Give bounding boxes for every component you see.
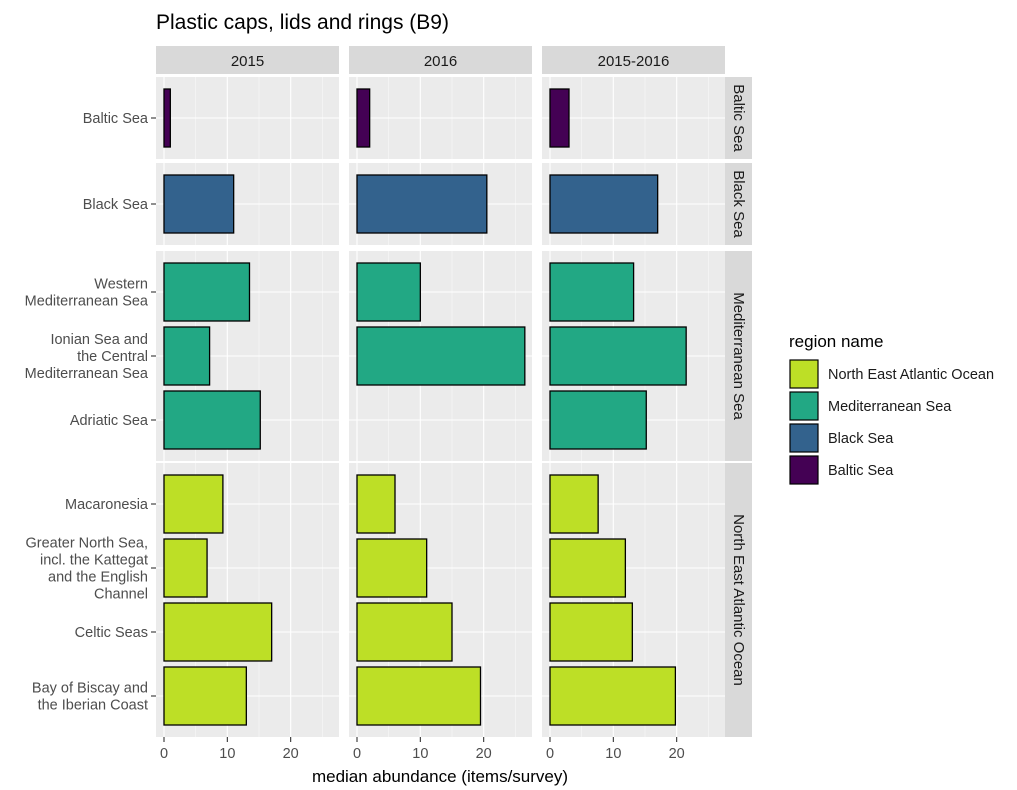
panel-black-sea-2015 (156, 163, 339, 245)
panel-baltic-sea-2016 (349, 77, 532, 159)
y-tick-label: Western Mediterranean Sea (25, 277, 149, 310)
bar-celtic-seas-2016 (356, 602, 453, 662)
panel-black-sea-2016 (349, 163, 532, 245)
legend-swatch (789, 455, 819, 485)
bar-bay-of-biscay-and-the-iberian-coast-2016 (356, 666, 482, 726)
bar-ionian-sea-and-the-central-mediterranean-sea-2015-2016 (549, 326, 687, 386)
bar-macaronesia-2015 (163, 474, 224, 534)
x-tick-label: 10 (219, 746, 235, 762)
panel-baltic-sea-2015-2016 (542, 77, 725, 159)
chart-title: Plastic caps, lids and rings (B9) (156, 11, 449, 34)
panel-north-east-atlantic-ocean-2016 (349, 463, 532, 737)
legend-swatch (789, 359, 819, 389)
row-strip-label: North East Atlantic Ocean (730, 514, 747, 686)
column-strip-2015 (156, 46, 339, 74)
bar-celtic-seas-2015-2016 (549, 602, 633, 662)
panel-mediterranean-sea-2015-2016 (542, 251, 725, 461)
legend-swatch (789, 423, 819, 453)
panel-mediterranean-sea-2016 (349, 251, 532, 461)
x-tick-label: 20 (669, 746, 685, 762)
row-strip-label: Baltic Sea (730, 84, 747, 152)
y-tick-label: Adriatic Sea (70, 413, 149, 429)
bar-bay-of-biscay-and-the-iberian-coast-2015-2016 (549, 666, 677, 726)
panel-north-east-atlantic-ocean-2015 (156, 463, 339, 737)
panel-baltic-sea-2015 (156, 77, 339, 159)
legend-label: Baltic Sea (828, 463, 894, 479)
legend-item-mediterranean-sea: Mediterranean Sea (789, 391, 952, 421)
legend-label: Mediterranean Sea (828, 399, 952, 415)
panel-north-east-atlantic-ocean-2015-2016 (542, 463, 725, 737)
legend-swatch (789, 391, 819, 421)
bar-baltic-sea-2016 (356, 88, 371, 148)
bar-western-mediterranean-sea-2015 (163, 262, 251, 322)
bar-greater-north-sea-incl-the-kattegat-and-the-english-channel-2016 (356, 538, 428, 598)
panel-black-sea-2015-2016 (542, 163, 725, 245)
y-tick-label: Celtic Seas (75, 625, 148, 641)
bar-ionian-sea-and-the-central-mediterranean-sea-2016 (356, 326, 526, 386)
x-tick-label: 20 (476, 746, 492, 762)
row-strip-black-sea (725, 163, 752, 245)
bar-black-sea-2016 (356, 174, 488, 234)
legend-title: region name (789, 332, 884, 351)
row-strip-mediterranean-sea (725, 251, 752, 461)
bar-greater-north-sea-incl-the-kattegat-and-the-english-channel-2015 (163, 538, 208, 598)
y-tick-label: Black Sea (83, 197, 149, 213)
column-strip-label: 2015-2016 (598, 53, 670, 70)
y-tick-label: Ionian Sea and the Central Mediterranean S… (25, 332, 149, 382)
x-tick-label: 10 (412, 746, 428, 762)
legend-label: Black Sea (828, 431, 894, 447)
bar-adriatic-sea-2015-2016 (549, 390, 647, 450)
x-tick-label: 0 (546, 746, 554, 762)
legend-item-baltic-sea: Baltic Sea (789, 455, 894, 485)
x-tick-label: 0 (353, 746, 361, 762)
row-strip-label: Mediterranean Sea (730, 292, 747, 420)
facet-grid: 2015 2016 2015-2016 Baltic Sea Baltic Sea Bla… (25, 46, 752, 762)
legend-items: North East Atlantic Ocean Mediterranean S… (789, 359, 994, 485)
row-strip-baltic-sea (725, 77, 752, 159)
bar-bay-of-biscay-and-the-iberian-coast-2015 (163, 666, 247, 726)
legend: region name North East Atlantic Ocean Med… (789, 332, 994, 485)
y-tick-label: Bay of Biscay and the Iberian Coast (32, 681, 148, 714)
bar-western-mediterranean-sea-2015-2016 (549, 262, 635, 322)
bar-western-mediterranean-sea-2016 (356, 262, 421, 322)
y-tick-label: Macaronesia (65, 497, 149, 513)
column-strip-label: 2016 (424, 53, 457, 70)
legend-item-black-sea: Black Sea (789, 423, 894, 453)
legend-label: North East Atlantic Ocean (828, 367, 994, 383)
bar-black-sea-2015-2016 (549, 174, 659, 234)
row-strip-label: Black Sea (730, 170, 747, 238)
x-tick-label: 10 (605, 746, 621, 762)
column-strip-label: 2015 (231, 53, 264, 70)
bar-baltic-sea-2015-2016 (549, 88, 570, 148)
x-axis-title: median abundance (items/survey) (312, 767, 568, 786)
bar-greater-north-sea-incl-the-kattegat-and-the-english-channel-2015-2016 (549, 538, 627, 598)
bar-adriatic-sea-2015 (163, 390, 261, 450)
column-strip-2015-2016 (542, 46, 725, 74)
row-strip-north-east-atlantic-ocean (725, 463, 752, 737)
y-tick-label: Baltic Sea (83, 111, 149, 127)
panel-mediterranean-sea-2015 (156, 251, 339, 461)
bar-ionian-sea-and-the-central-mediterranean-sea-2015 (163, 326, 211, 386)
column-strip-2016 (349, 46, 532, 74)
x-tick-label: 0 (160, 746, 168, 762)
bar-baltic-sea-2015 (163, 88, 171, 148)
bar-macaronesia-2016 (356, 474, 396, 534)
bar-macaronesia-2015-2016 (549, 474, 599, 534)
bar-celtic-seas-2015 (163, 602, 273, 662)
legend-item-north-east-atlantic-ocean: North East Atlantic Ocean (789, 359, 994, 389)
x-tick-label: 20 (283, 746, 299, 762)
bar-black-sea-2015 (163, 174, 235, 234)
y-tick-label: Greater North Sea, incl. the Kattegat and … (26, 536, 149, 603)
